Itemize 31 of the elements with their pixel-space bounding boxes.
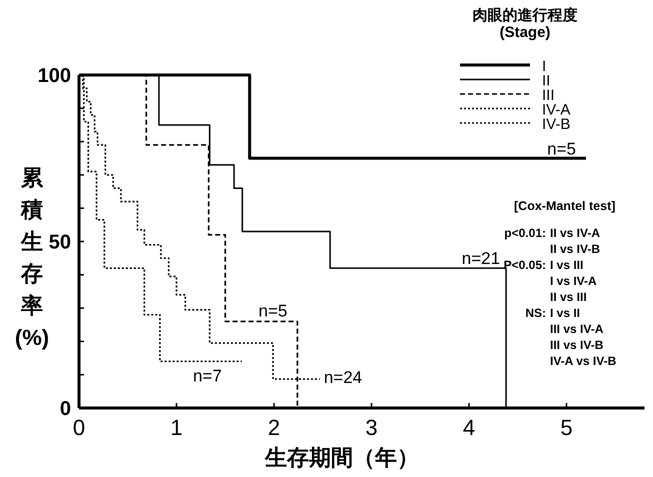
y-tick-label: 50 <box>48 232 71 254</box>
annotation: n=7 <box>192 366 222 386</box>
x-tick-label: 1 <box>170 415 183 440</box>
x-tick-label: 5 <box>560 415 573 440</box>
annotation: p<0.01: II vs IV-A <box>504 226 600 240</box>
y-tick-label: 0 <box>60 398 71 420</box>
annotation: III vs IV-A <box>550 322 604 336</box>
legend-label: II <box>542 72 550 90</box>
y-tick-label: 100 <box>38 65 71 87</box>
legend-label: IV-B <box>542 116 570 133</box>
annotation: I vs IV-A <box>550 274 598 288</box>
x-tick-label: 3 <box>365 415 378 440</box>
annotation: II vs III <box>550 290 587 304</box>
annotation: II vs IV-B <box>550 242 600 256</box>
annotation: P<0.05: I vs III <box>504 258 584 272</box>
y-axis-title: 累積生存率(%) <box>14 165 50 350</box>
annotation: NS: I vs II <box>525 306 580 320</box>
legend-label: III <box>542 87 555 104</box>
annotation: [Cox-Mantel test] <box>514 199 616 213</box>
annotation: n=24 <box>324 368 362 388</box>
annotation: n=5 <box>547 139 576 158</box>
x-tick-label: 4 <box>462 415 476 440</box>
x-tick-label: 2 <box>268 415 280 440</box>
legend-label: IV-A <box>542 102 570 118</box>
legend-title: 肉眼的進行程度 (Stage) <box>472 6 578 41</box>
annotation: n=5 <box>258 301 288 320</box>
annotation: III vs IV-B <box>550 338 604 352</box>
annotation: IV-A vs IV-B <box>550 354 617 368</box>
annotation: n=21 <box>462 249 500 268</box>
legend-label: I <box>542 58 546 75</box>
x-axis-title: 生存期間（年） <box>264 445 419 470</box>
